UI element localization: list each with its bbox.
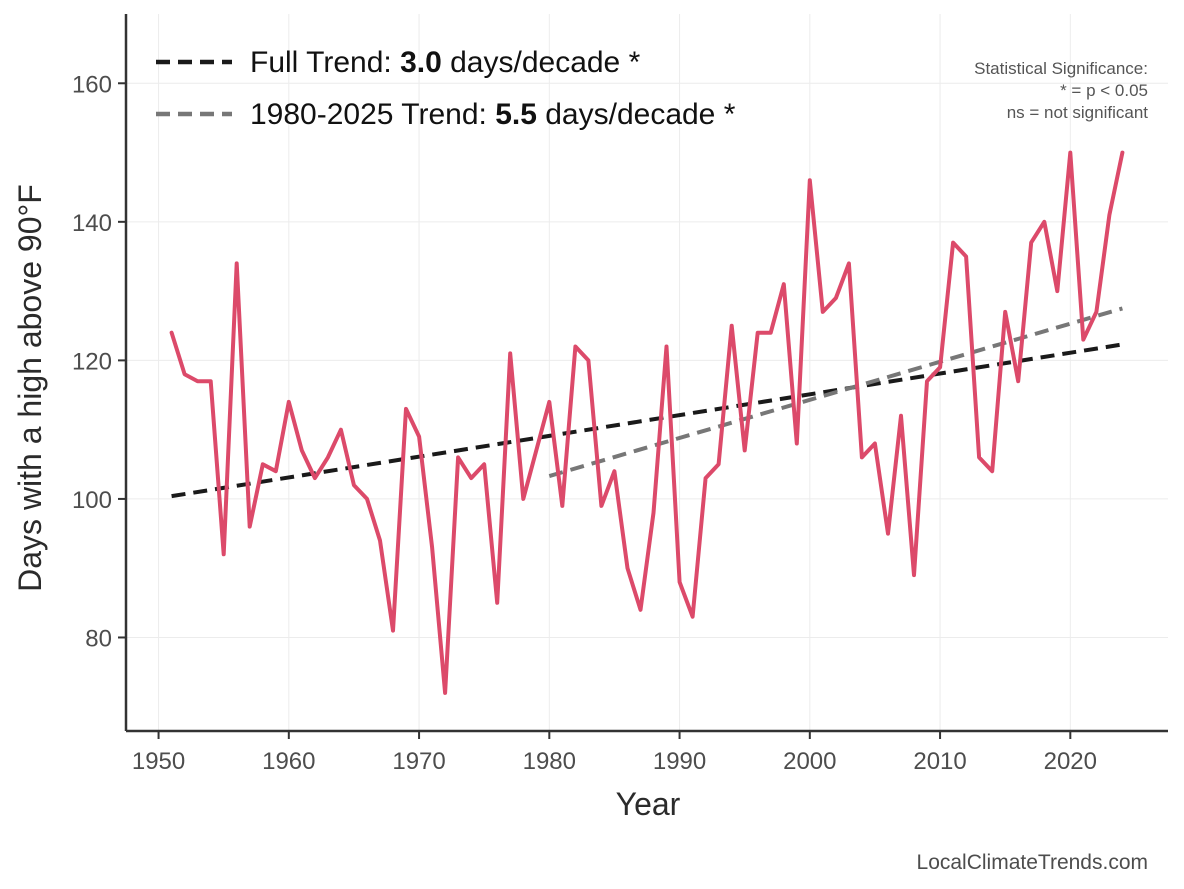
legend-prefix-1980-trend: 1980-2025 Trend: (250, 98, 495, 131)
tick-label-y-100: 100 (72, 487, 112, 514)
x-axis-title: Year (616, 786, 681, 822)
tick-label-x-2000: 2000 (783, 748, 836, 775)
trend-line-1 (548, 306, 1123, 478)
legend-suffix-full-trend: days/decade * (442, 46, 641, 79)
significance-p-value: * = p < 0.05 (1060, 81, 1148, 100)
tick-label-y-120: 120 (72, 348, 112, 375)
significance-note: Statistical Significance: * = p < 0.05 n… (974, 59, 1148, 122)
legend: Full Trend: 3.0 days/decade * 1980-2025 … (156, 46, 736, 131)
legend-value-1980-trend: 5.5 (495, 98, 537, 131)
grid (126, 14, 1168, 731)
tick-label-x-1990: 1990 (653, 748, 706, 775)
series-line-0 (169, 150, 1125, 695)
tick-label-x-1950: 1950 (132, 748, 185, 775)
y-axis-title: Days with a high above 90°F (12, 184, 48, 592)
trend-line-0 (171, 342, 1123, 499)
axes (124, 14, 1168, 733)
legend-label-full-trend: Full Trend: 3.0 days/decade * (250, 46, 641, 79)
ticks: 1950 1960 1970 1980 1990 2000 2010 2020 80 100 120… (72, 71, 1097, 775)
tick-label-x-2010: 2010 (913, 748, 966, 775)
legend-prefix-full-trend: Full Trend: (250, 46, 400, 79)
legend-value-full-trend: 3.0 (400, 46, 442, 79)
tick-label-y-80: 80 (85, 625, 112, 652)
trend-lines (171, 306, 1123, 499)
tick-label-x-1980: 1980 (523, 748, 576, 775)
significance-title: Statistical Significance: (974, 59, 1148, 78)
credit: LocalClimateTrends.com (917, 851, 1148, 874)
significance-ns: ns = not significant (1007, 103, 1149, 122)
legend-suffix-1980-trend: days/decade * (537, 98, 736, 131)
tick-label-x-2020: 2020 (1044, 748, 1097, 775)
legend-label-1980-trend: 1980-2025 Trend: 5.5 days/decade * (250, 98, 736, 131)
tick-label-x-1970: 1970 (392, 748, 445, 775)
tick-label-y-160: 160 (72, 71, 112, 98)
tick-label-x-1960: 1960 (262, 748, 315, 775)
series-lines (169, 150, 1125, 695)
tick-label-y-140: 140 (72, 210, 112, 237)
